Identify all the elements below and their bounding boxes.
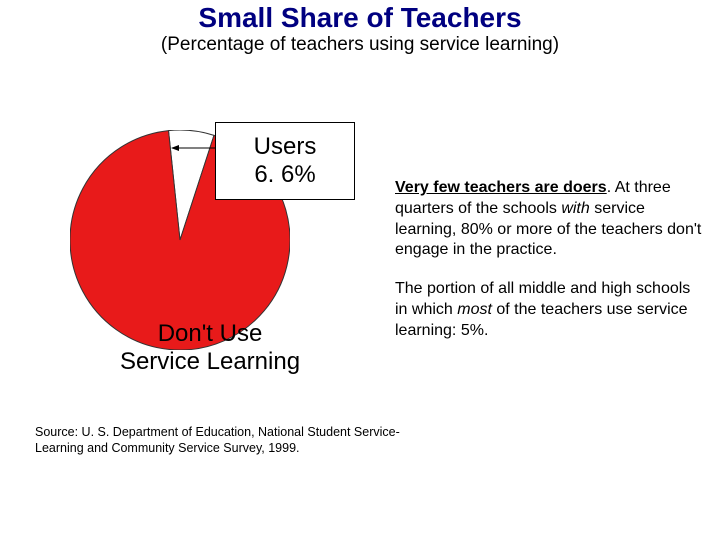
p1-lead: Very few teachers are doers <box>395 179 607 196</box>
page-title: Small Share of Teachers <box>0 2 720 34</box>
dont-use-line2: Service Learning <box>60 348 360 376</box>
p2-italic: most <box>457 301 492 318</box>
p1-italic: with <box>561 200 589 217</box>
paragraph-1: Very few teachers are doers. At three qu… <box>395 178 705 261</box>
paragraph-2: The portion of all middle and high schoo… <box>395 279 705 341</box>
page-subtitle: (Percentage of teachers using service le… <box>0 34 720 56</box>
dont-use-label: Don't Use Service Learning <box>60 320 360 376</box>
callout-value: 6. 6% <box>216 161 354 189</box>
dont-use-line1: Don't Use <box>60 320 360 348</box>
paragraph-block: Very few teachers are doers. At three qu… <box>395 178 705 342</box>
callout-label: Users <box>216 133 354 161</box>
callout-box: Users 6. 6% <box>215 122 355 200</box>
source-citation: Source: U. S. Department of Education, N… <box>35 425 405 456</box>
header: Small Share of Teachers (Percentage of t… <box>0 0 720 56</box>
